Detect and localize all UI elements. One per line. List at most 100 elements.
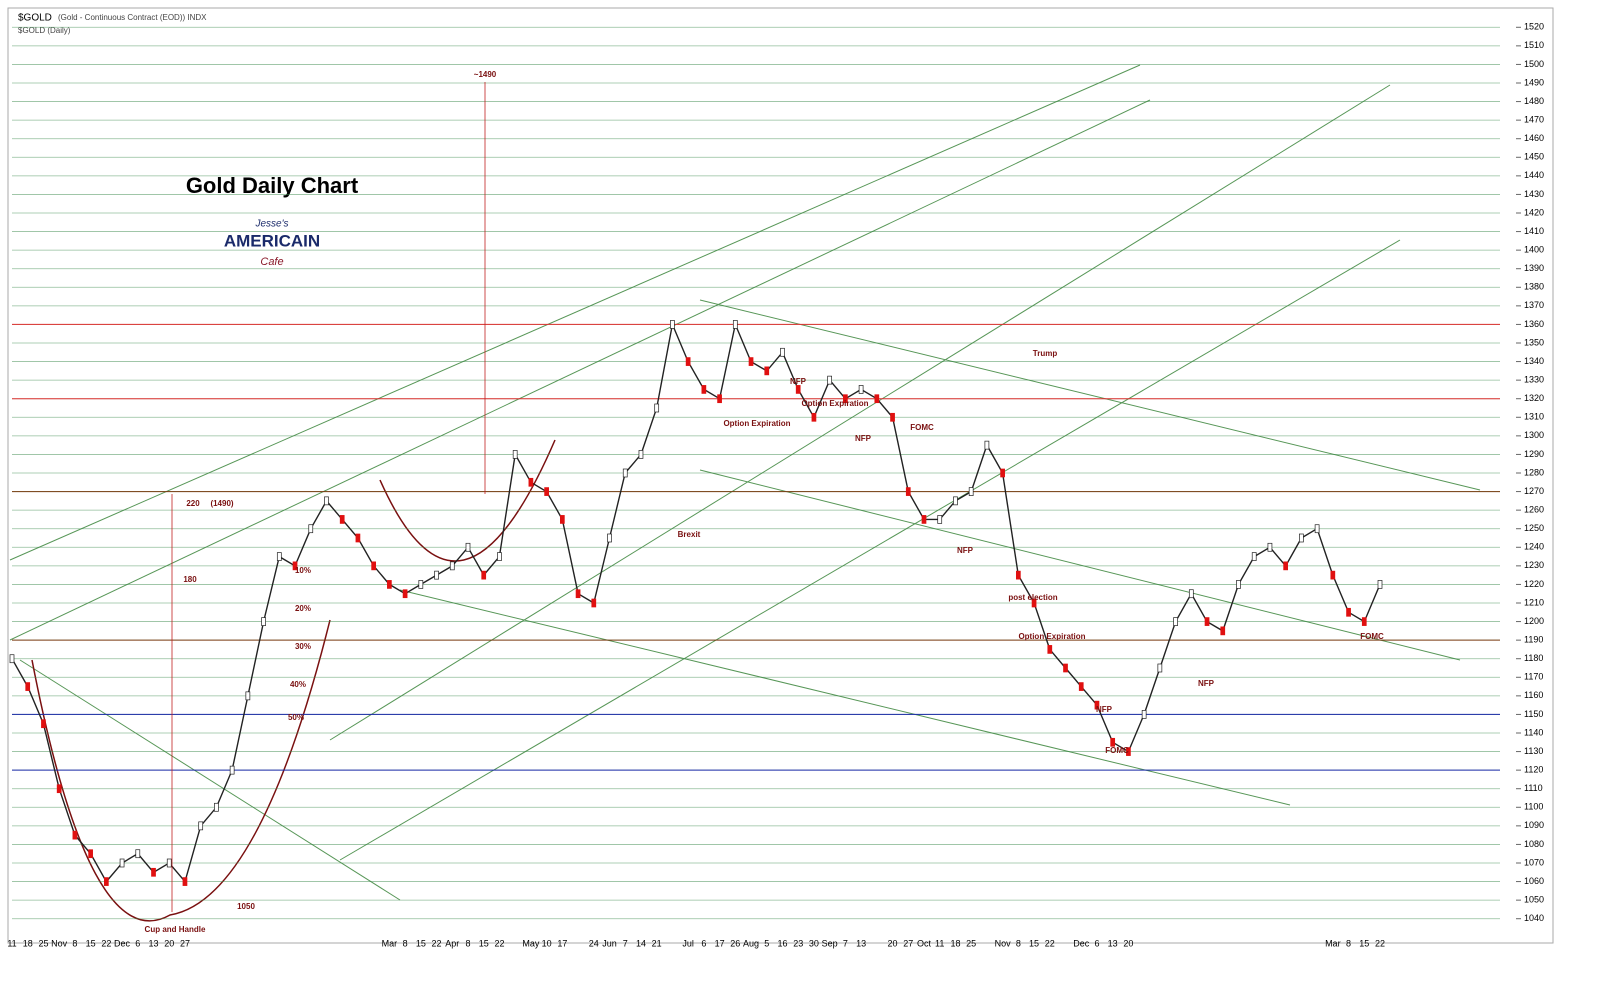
y-tick-label: 1180 xyxy=(1524,653,1543,663)
y-tick-label: 1490 xyxy=(1524,77,1544,87)
x-tick-label: 18 xyxy=(950,938,960,948)
price-point xyxy=(1330,570,1336,580)
x-tick-label: 26 xyxy=(730,938,740,948)
y-tick-label: 1070 xyxy=(1524,857,1544,867)
y-tick-label: 1110 xyxy=(1524,783,1543,793)
x-tick-label: 13 xyxy=(1108,938,1118,948)
annotation: Brexit xyxy=(678,530,701,539)
annotation: 20% xyxy=(295,604,311,613)
price-point xyxy=(1063,663,1068,673)
price-point xyxy=(1267,542,1273,552)
price-point xyxy=(1157,663,1163,673)
price-point xyxy=(465,542,471,552)
x-tick-label: 15 xyxy=(1359,938,1369,948)
y-tick-label: 1410 xyxy=(1524,226,1544,236)
x-tick-label: 8 xyxy=(403,938,408,948)
x-tick-label: Sep xyxy=(822,938,838,948)
price-point xyxy=(670,320,675,329)
price-point xyxy=(921,515,927,524)
x-tick-label: May xyxy=(522,938,540,948)
y-tick-label: 1340 xyxy=(1524,356,1544,366)
x-tick-label: 8 xyxy=(1016,938,1021,948)
annotation: ~1490 xyxy=(474,70,497,79)
y-tick-label: 1390 xyxy=(1524,263,1544,273)
x-tick-label: 20 xyxy=(1123,938,1133,948)
y-tick-label: 1230 xyxy=(1524,560,1544,570)
price-point xyxy=(1236,580,1241,589)
x-tick-label: 22 xyxy=(101,938,111,948)
price-point xyxy=(229,765,235,775)
price-point xyxy=(575,589,581,599)
annotation: NFP xyxy=(1198,679,1215,688)
y-tick-label: 1270 xyxy=(1524,486,1544,496)
y-tick-label: 1480 xyxy=(1524,96,1544,106)
x-tick-label: 5 xyxy=(764,938,769,948)
y-tick-label: 1090 xyxy=(1524,820,1544,830)
y-tick-label: 1160 xyxy=(1524,690,1543,700)
price-point xyxy=(387,580,392,589)
price-point xyxy=(182,877,188,886)
annotation: FOMC xyxy=(1360,632,1384,641)
price-point xyxy=(135,849,141,859)
logo-top: Jesse's xyxy=(254,219,288,230)
x-tick-label: 17 xyxy=(557,938,567,948)
x-tick-label: Nov xyxy=(995,938,1012,948)
annotation: NFP xyxy=(957,546,974,555)
y-tick-label: 1280 xyxy=(1524,467,1544,477)
annotation: NFP xyxy=(790,377,807,386)
annotation: 40% xyxy=(290,680,306,689)
price-point xyxy=(843,394,848,404)
price-point xyxy=(528,477,534,487)
annotation: 180 xyxy=(183,575,197,584)
price-point xyxy=(371,561,377,571)
x-tick-label: 21 xyxy=(652,938,662,948)
price-point xyxy=(559,515,565,524)
y-tick-label: 1440 xyxy=(1524,170,1544,180)
price-point xyxy=(1361,617,1367,626)
price-point xyxy=(245,691,251,701)
price-point xyxy=(1015,570,1021,580)
price-point xyxy=(449,561,455,571)
price-point xyxy=(858,385,864,394)
price-point xyxy=(1299,533,1304,543)
x-tick-label: 6 xyxy=(701,938,706,948)
price-point xyxy=(481,570,487,580)
price-point xyxy=(25,682,31,691)
y-tick-label: 1310 xyxy=(1524,412,1544,422)
y-tick-label: 1300 xyxy=(1524,430,1544,440)
price-point xyxy=(1220,626,1226,636)
price-point xyxy=(434,570,439,580)
x-tick-label: 15 xyxy=(479,938,489,948)
y-tick-label: 1290 xyxy=(1524,449,1544,459)
price-point xyxy=(591,598,597,608)
price-point xyxy=(968,487,974,496)
x-tick-label: 8 xyxy=(465,938,470,948)
price-point xyxy=(512,450,518,459)
price-point xyxy=(811,412,817,422)
x-tick-label: 22 xyxy=(432,938,442,948)
y-tick-label: 1450 xyxy=(1524,152,1544,162)
price-point xyxy=(198,821,204,831)
price-point xyxy=(214,802,219,812)
y-tick-label: 1400 xyxy=(1524,245,1544,255)
header-description: (Gold - Continuous Contract (EOD)) INDX xyxy=(58,13,207,22)
y-tick-label: 1260 xyxy=(1524,505,1544,515)
price-point xyxy=(748,357,754,366)
price-point xyxy=(638,450,644,459)
x-tick-label: 8 xyxy=(72,938,77,948)
x-tick-label: 20 xyxy=(164,938,174,948)
price-point xyxy=(984,440,990,450)
price-point xyxy=(890,412,895,422)
x-tick-label: 7 xyxy=(843,938,848,948)
annotation: 30% xyxy=(295,642,311,651)
x-tick-label: 16 xyxy=(777,938,787,948)
annotation: (1490) xyxy=(210,499,233,508)
annotation: 1050 xyxy=(237,902,255,911)
price-point xyxy=(953,496,958,506)
x-tick-label: 15 xyxy=(1029,938,1039,948)
x-tick-label: 23 xyxy=(793,938,803,948)
x-tick-label: 22 xyxy=(1375,938,1385,948)
x-tick-label: 18 xyxy=(23,938,33,948)
y-tick-label: 1130 xyxy=(1524,746,1543,756)
